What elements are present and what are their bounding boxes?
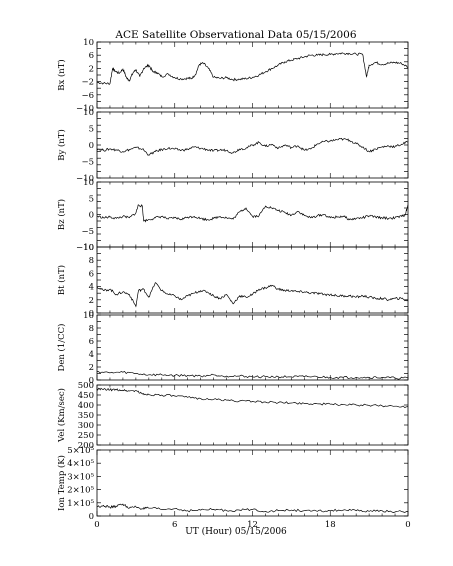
y-axis-label: Bz (nT): [56, 199, 67, 230]
y-tick-label: 0: [89, 141, 94, 151]
chart-title: ACE Satellite Observational Data 05/15/2…: [114, 29, 356, 41]
x-axis-label: UT (Hour) 05/15/2006: [185, 526, 287, 537]
y-tick-label: 5: [89, 125, 94, 135]
panel-frame: [96, 181, 409, 248]
y-tick-label: −5: [81, 158, 94, 168]
y-axis-label: Ion Temp (K): [56, 455, 67, 511]
y-tick-label: 450: [78, 391, 94, 401]
panel-frame: [96, 41, 409, 109]
series-line: [96, 204, 409, 223]
y-tick-label: −10: [76, 243, 94, 253]
y-tick-label: 500: [78, 381, 94, 391]
y-axis-label: Den (1/CC): [56, 324, 67, 372]
panel-3: −10 −5 0 5 10 Bz (nT): [56, 178, 409, 253]
panel-frame: [96, 246, 409, 314]
panel-frame: [96, 449, 409, 517]
x-tick-label: 0: [94, 520, 99, 530]
y-tick-label: −6: [81, 91, 94, 101]
panel-5: 0 2 4 6 8 10 Den (1/CC): [56, 311, 409, 386]
y-tick-label: 300: [78, 421, 94, 431]
y-tick-label: 8: [89, 256, 94, 266]
series-line: [96, 52, 409, 86]
y-tick-label: 0: [89, 211, 94, 221]
y-axis-label: Bx (nT): [56, 59, 67, 91]
y-tick-label: 6: [89, 51, 94, 61]
panel-4: 0 2 4 6 8 10 Bt (nT): [56, 243, 409, 319]
y-tick-label: 2: [89, 64, 94, 74]
y-tick-label: 200: [78, 441, 94, 451]
y-tick-label: 400: [78, 401, 94, 411]
series-line: [97, 370, 409, 380]
y-axis-label: Bt (nT): [56, 265, 67, 295]
x-axis: 0 6 12 18 0: [94, 520, 410, 530]
y-axis-label: By (nT): [56, 129, 67, 161]
y-tick-label: 6: [89, 337, 94, 347]
y-tick-label: 0: [89, 309, 94, 319]
x-tick-label: 6: [172, 520, 177, 530]
series-line: [96, 503, 409, 513]
y-tick-label: 8: [89, 324, 94, 334]
y-tick-label: 5×10⁵: [67, 446, 94, 456]
y-axis-label: Vel (Km/sec): [56, 388, 67, 443]
y-tick-label: 10: [83, 243, 94, 253]
y-tick-label: −2: [81, 78, 94, 88]
y-tick-label: −10: [76, 104, 94, 114]
y-tick-label: 10: [83, 108, 94, 118]
y-tick-label: 2: [89, 363, 94, 373]
y-tick-label: 6: [89, 269, 94, 279]
panel-group: −10 −6 −2 2 6 10 Bx (nT) −10 −5 0 5 10 By (nT) −10 −5 0…: [56, 38, 409, 522]
y-tick-label: 5: [89, 194, 94, 204]
panel-1: −10 −6 −2 2 6 10 Bx (nT): [56, 38, 409, 114]
y-tick-label: 4: [89, 350, 94, 360]
series-line: [96, 282, 409, 308]
series-line: [96, 387, 409, 409]
y-tick-label: 3×10⁵: [67, 472, 94, 482]
y-tick-label: −10: [76, 174, 94, 184]
y-tick-label: 0: [89, 512, 94, 522]
panel-frame: [96, 314, 409, 381]
x-tick-label: 12: [247, 520, 258, 530]
y-tick-label: 0: [89, 376, 94, 386]
x-tick-label: 0: [405, 520, 410, 530]
y-tick-label: 2: [89, 296, 94, 306]
y-tick-label: 4: [89, 283, 94, 293]
y-tick-label: 4×10⁵: [67, 459, 94, 469]
y-tick-label: −5: [81, 227, 94, 237]
y-tick-label: 10: [83, 311, 94, 321]
y-tick-label: 10: [83, 178, 94, 188]
panel-2: −10 −5 0 5 10 By (nT): [56, 108, 409, 184]
series-line: [96, 137, 409, 156]
y-tick-label: 350: [78, 411, 94, 421]
y-tick-label: 1×10⁵: [67, 499, 94, 509]
y-tick-label: 10: [83, 38, 94, 48]
y-tick-label: 250: [78, 431, 94, 441]
x-tick-label: 18: [325, 520, 336, 530]
y-tick-label: 2×10⁵: [67, 486, 94, 496]
